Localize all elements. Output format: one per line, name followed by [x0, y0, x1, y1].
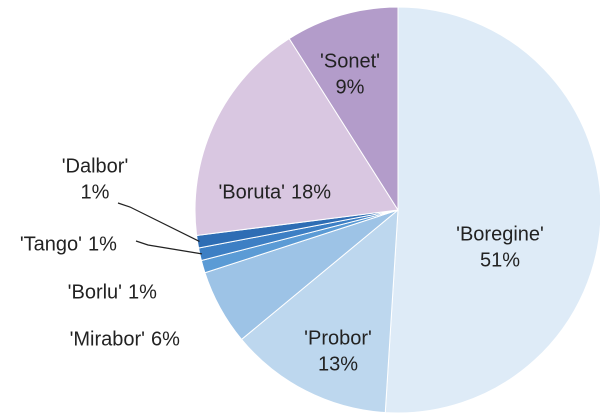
slice-value-label: 1%	[88, 233, 117, 255]
slice-label: 'Dalbor'	[62, 155, 129, 177]
pie-slice	[288, 6, 399, 212]
slice-value-label: 9%	[336, 76, 365, 98]
slice-label: 'Borlu'	[68, 281, 122, 303]
slice-value-label: 13%	[318, 353, 358, 375]
pie-slice	[240, 208, 399, 414]
slice-value-label: 18%	[291, 181, 331, 203]
slice-label: 'Probor'	[304, 327, 372, 349]
pie-slice	[194, 37, 399, 237]
slice-label: 'Boregine'	[456, 223, 544, 245]
slice-label: 'Tango'	[20, 233, 82, 255]
pie-slice	[384, 6, 600, 414]
leader-line	[117, 202, 200, 242]
slice-label: 'Boruta'	[218, 181, 285, 203]
slice-value-label: 1%	[81, 181, 110, 203]
slice-label: 'Sonet'	[320, 50, 380, 72]
leader-line	[135, 240, 202, 255]
slice-value-label: 6%	[151, 328, 180, 350]
slice-label: 'Mirabor'	[70, 328, 145, 350]
slice-value-label: 1%	[128, 281, 157, 303]
slice-value-label: 51%	[480, 249, 520, 271]
